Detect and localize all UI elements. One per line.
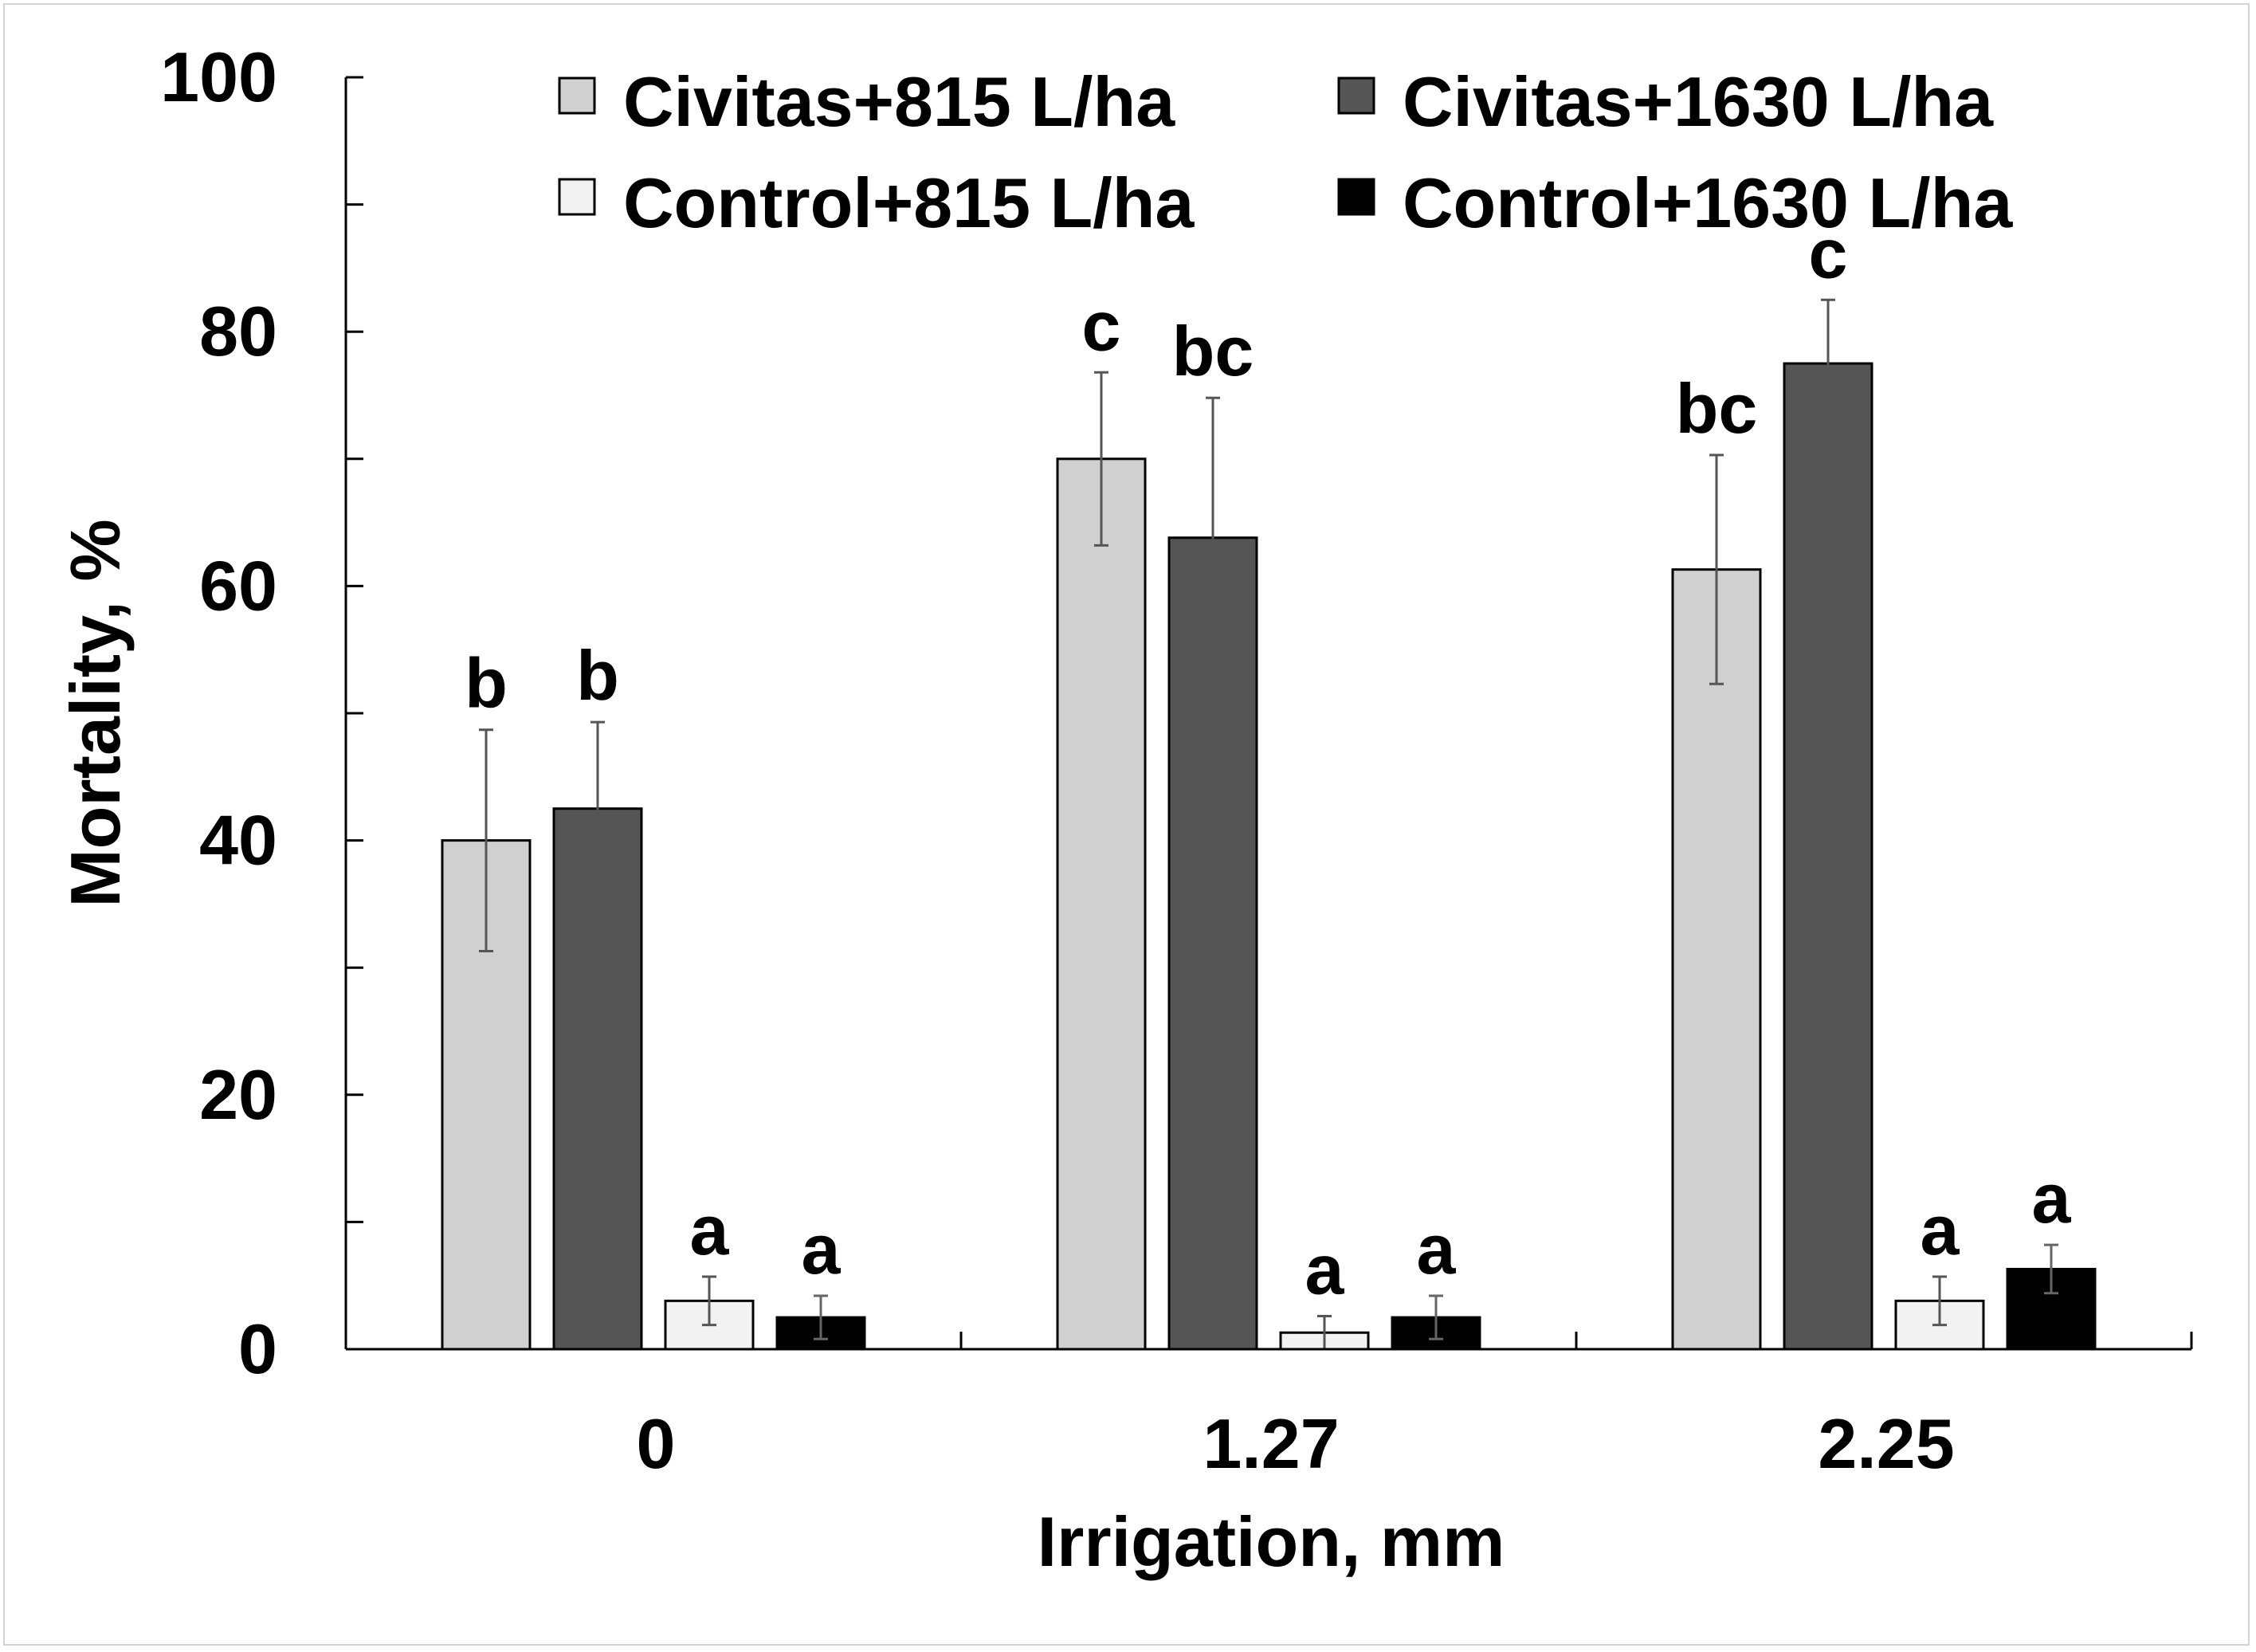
- significance-letter: a: [1921, 1191, 1960, 1269]
- y-tick-label: 60: [199, 546, 277, 625]
- x-axis-label: Irrigation, mm: [1038, 1502, 1505, 1581]
- legend-swatch: [1337, 178, 1375, 216]
- y-tick-label: 100: [160, 37, 277, 116]
- significance-letter: b: [465, 644, 508, 723]
- y-tick-label: 40: [199, 801, 277, 880]
- bar: [1671, 568, 1762, 1351]
- significance-letter: b: [576, 636, 619, 715]
- y-tick-label: 0: [238, 1309, 277, 1388]
- significance-letter: bc: [1172, 312, 1254, 390]
- significance-letter: a: [1305, 1230, 1345, 1309]
- legend-swatch: [1337, 77, 1375, 115]
- significance-letter: a: [1417, 1210, 1457, 1289]
- bar: [1783, 362, 1873, 1351]
- bar: [1056, 457, 1147, 1351]
- y-tick-label: 20: [199, 1055, 277, 1134]
- y-axis-label: Mortality, %: [56, 519, 135, 907]
- significance-letter: c: [1082, 286, 1121, 365]
- legend-swatch: [558, 178, 596, 216]
- legend-label: Civitas+815 L/ha: [623, 62, 1175, 141]
- legend-label: Civitas+1630 L/ha: [1403, 62, 1994, 141]
- figure-frame: [3, 3, 2250, 1646]
- legend-swatch: [558, 77, 596, 115]
- x-tick-label: 2.25: [1818, 1404, 1954, 1483]
- x-tick-label: 0: [637, 1404, 676, 1483]
- significance-letter: a: [2032, 1159, 2072, 1238]
- x-tick-label: 1.27: [1203, 1404, 1339, 1483]
- significance-letter: c: [1809, 214, 1848, 292]
- legend-label: Control+1630 L/ha: [1403, 163, 2013, 242]
- y-tick-label: 80: [199, 292, 277, 371]
- significance-letter: bc: [1676, 369, 1758, 448]
- legend-label: Control+815 L/ha: [623, 163, 1195, 242]
- significance-letter: a: [802, 1210, 842, 1289]
- significance-letter: a: [690, 1191, 730, 1269]
